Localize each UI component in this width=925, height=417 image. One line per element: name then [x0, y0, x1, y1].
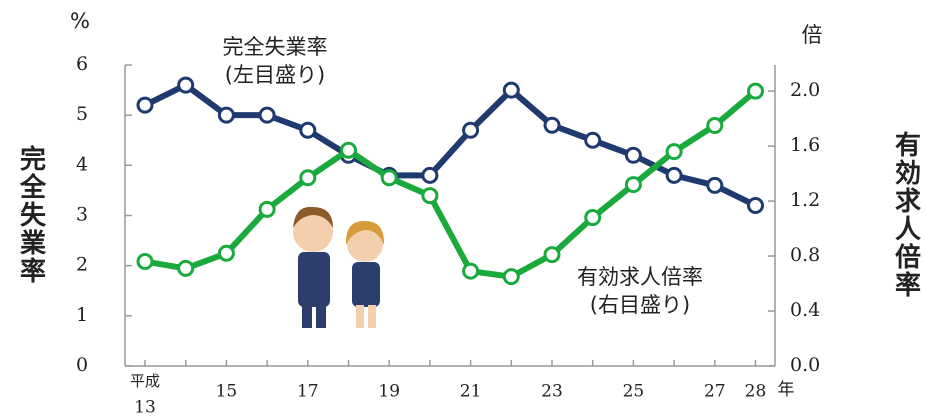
point: [749, 84, 763, 98]
y-tick-label: 5: [76, 103, 88, 125]
y-tick-label: 6: [76, 53, 88, 75]
x-unit: 年: [778, 380, 795, 400]
point: [423, 189, 437, 203]
y2-tick-label: 2.0: [790, 79, 820, 101]
point: [179, 261, 193, 275]
y-tick-label: 1: [76, 304, 88, 326]
point: [260, 108, 274, 122]
point: [504, 83, 518, 97]
point: [423, 168, 437, 182]
point: [626, 148, 640, 162]
y2-tick-label: 0.4: [790, 299, 820, 321]
x-tick-label: 15: [216, 382, 238, 402]
y-tick-label: 0: [76, 354, 88, 376]
series-note: (左目盛り): [225, 63, 325, 87]
y2-tick-label: 1.2: [790, 189, 820, 211]
point: [342, 143, 356, 157]
y2-unit: 倍: [802, 23, 823, 47]
point: [708, 118, 722, 132]
point: [586, 133, 600, 147]
point: [301, 123, 315, 137]
series-line: [145, 85, 756, 205]
point: [667, 168, 681, 182]
point: [138, 255, 152, 269]
point: [219, 108, 233, 122]
series-label: 完全失業率: [223, 35, 328, 59]
x-tick-label: 17: [297, 382, 319, 402]
x-prefix: 平成: [130, 372, 160, 390]
y-unit: %: [70, 9, 90, 33]
x-tick-label: 13: [134, 398, 156, 417]
x-tick-label: 28: [745, 382, 767, 402]
point: [667, 145, 681, 159]
point: [138, 98, 152, 112]
y2-axis-title: 有効求人倍率: [891, 131, 921, 299]
x-tick-label: 25: [623, 382, 645, 402]
x-tick-label: 23: [541, 382, 563, 402]
y-tick-label: 4: [76, 153, 88, 175]
point: [749, 198, 763, 212]
y-axis-title: 完全失業率: [16, 144, 47, 285]
illustration: [293, 207, 384, 328]
y2-tick-label: 1.6: [790, 134, 820, 156]
point: [382, 171, 396, 185]
point: [708, 178, 722, 192]
x-tick-label: 19: [378, 382, 400, 402]
point: [464, 264, 478, 278]
point: [260, 202, 274, 216]
chart: % 倍 完全失業率 有効求人倍率 完全失業率 (左目盛り) 有効求人倍率 (右目…: [0, 0, 925, 417]
point: [464, 123, 478, 137]
y2-tick-label: 0.8: [790, 244, 820, 266]
point: [586, 211, 600, 225]
series-note: (右目盛り): [590, 293, 690, 317]
x-tick-label: 21: [460, 382, 482, 402]
point: [626, 178, 640, 192]
point: [545, 118, 559, 132]
point: [504, 270, 518, 284]
y-tick-label: 3: [76, 204, 88, 226]
y2-tick-label: 0.0: [790, 354, 820, 376]
series-label: 有効求人倍率: [577, 265, 703, 289]
x-tick-label: 27: [704, 382, 726, 402]
point: [545, 248, 559, 262]
point: [219, 246, 233, 260]
point: [301, 171, 315, 185]
point: [179, 78, 193, 92]
series-line: [145, 91, 756, 277]
y-tick-label: 2: [76, 254, 88, 276]
